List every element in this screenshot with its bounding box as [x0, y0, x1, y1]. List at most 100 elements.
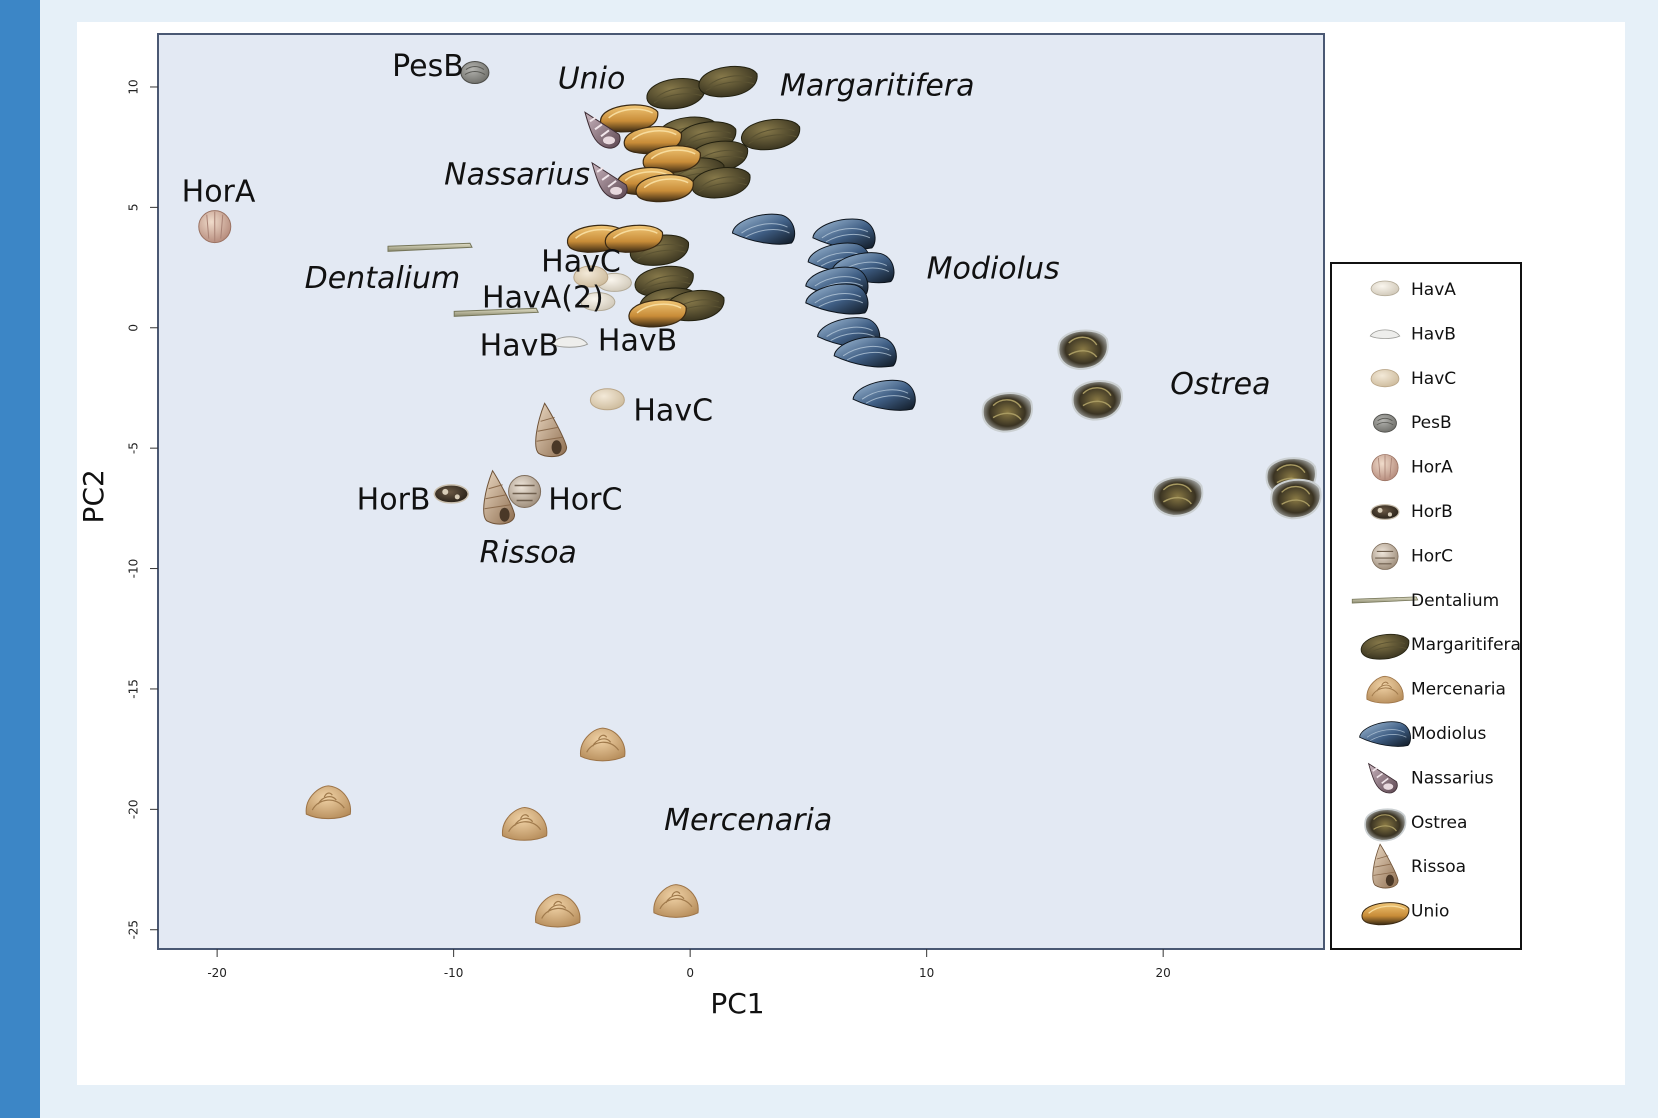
- pesb-shell-icon: [460, 61, 490, 85]
- figure-panel: 10 5 0 -5 -10 -15 -20 -25 -20 -10 0 10 20 PesB Unio M…: [77, 22, 1625, 1085]
- legend-entry: PesB: [1411, 413, 1452, 433]
- point-annotation: HorC: [548, 483, 622, 518]
- horb-shell-icon: [1370, 504, 1400, 520]
- point-annotation: HavA(2): [482, 280, 604, 315]
- margaritifera-shell-icon: [691, 167, 751, 199]
- legend-entry: Margaritifera: [1411, 635, 1521, 655]
- horc-shell-icon: [508, 475, 542, 508]
- mercenaria-shell-icon: [535, 893, 581, 928]
- point-annotation: HavC: [633, 394, 713, 429]
- hava-shell-icon: [1370, 280, 1400, 297]
- point-annotation: Dentalium: [305, 261, 461, 296]
- y-axis-title: PC2: [77, 469, 110, 523]
- pca-scatter-chart: 10 5 0 -5 -10 -15 -20 -25 -20 -10 0 10 20 PesB Unio M…: [77, 33, 1522, 1020]
- havb-shell-icon: [1369, 329, 1401, 339]
- point-annotation: HavB: [480, 329, 559, 364]
- nassarius-shell-icon: [1367, 762, 1398, 794]
- horb-shell-icon: [433, 484, 470, 504]
- point-annotation: Unio: [558, 61, 626, 96]
- y-tick-label: -10: [127, 559, 141, 579]
- margaritifera-shell-icon: [741, 119, 801, 151]
- x-axis-title: PC1: [710, 987, 764, 1020]
- legend-entry: HavA: [1411, 280, 1456, 300]
- havb-shell-icon: [550, 336, 589, 348]
- unio-shell-icon: [604, 224, 663, 253]
- mercenaria-shell-icon: [1366, 675, 1404, 704]
- point-annotation: Rissoa: [480, 536, 577, 571]
- legend-entry: Rissoa: [1411, 857, 1466, 877]
- legend-box: [1330, 262, 1522, 950]
- point-annotations: PesB Unio Margaritifera Nassarius HorA HavC Mo…: [182, 49, 1271, 838]
- y-tick-label: 10: [127, 79, 141, 94]
- point-annotation: HavB: [598, 324, 677, 359]
- unio-shell-icon: [635, 174, 694, 203]
- ostrea-shell-icon: [1057, 329, 1109, 371]
- rissoa-shell-icon: [483, 469, 516, 525]
- dentalium-shell-icon: [387, 242, 473, 252]
- unio-shell-icon: [1361, 902, 1410, 926]
- havc-shell-icon: [589, 388, 625, 411]
- hava-shell-icon: [580, 292, 616, 312]
- rissoa-shell-icon: [1372, 843, 1399, 889]
- modiolus-shell-icon: [1359, 721, 1411, 747]
- dentalium-shell-icon: [1351, 596, 1419, 604]
- legend-entry: Dentalium: [1411, 591, 1499, 611]
- legend-entry: HavB: [1411, 324, 1456, 344]
- legend-entry: HorC: [1411, 546, 1453, 566]
- mercenaria-shell-icon: [305, 785, 351, 820]
- unio-shell-icon: [628, 299, 687, 328]
- mercenaria-shell-icon: [580, 727, 626, 762]
- mercenaria-shell-icon: [502, 807, 548, 841]
- point-annotation: Margaritifera: [780, 68, 975, 103]
- legend-entry: Unio: [1411, 902, 1449, 922]
- margaritifera-shell-icon: [1360, 633, 1410, 660]
- x-tick-label: 20: [1156, 966, 1171, 980]
- pesb-shell-icon: [1373, 413, 1397, 433]
- hora-shell-icon: [198, 210, 232, 244]
- havc-shell-icon: [573, 265, 609, 288]
- legend-entry: HavC: [1411, 369, 1456, 389]
- x-tick-label: -10: [444, 966, 464, 980]
- x-tick-label: -20: [207, 966, 227, 980]
- unio-shell-icon: [642, 145, 701, 174]
- ostrea-shell-icon: [1270, 478, 1322, 520]
- mercenaria-shell-icon: [653, 884, 699, 918]
- y-tick-label: 5: [127, 204, 141, 212]
- horc-shell-icon: [1371, 542, 1399, 570]
- point-annotation: HorA: [182, 174, 256, 209]
- modiolus-shell-icon: [731, 213, 796, 245]
- point-annotation: Ostrea: [1170, 367, 1270, 402]
- point-annotation: Modiolus: [927, 251, 1060, 286]
- hora-shell-icon: [1371, 454, 1399, 482]
- y-tick-label: -15: [127, 679, 141, 699]
- point-annotation: Mercenaria: [664, 803, 832, 838]
- legend-entry: Modiolus: [1411, 724, 1486, 744]
- x-tick-label: 0: [686, 966, 694, 980]
- nassarius-shell-icon: [591, 161, 628, 200]
- y-tick-label: -5: [127, 442, 141, 454]
- x-axis-ticks: -20 -10 0 10 20: [207, 949, 1171, 980]
- data-points: [198, 61, 1322, 928]
- y-tick-label: 0: [127, 324, 141, 332]
- nassarius-shell-icon: [584, 111, 621, 149]
- legend: HavA HavB HavC PesB HorA HorB HorC Dentalium Mar…: [1330, 262, 1522, 950]
- modiolus-shell-icon: [852, 379, 916, 411]
- x-tick-label: 10: [919, 966, 934, 980]
- havc-shell-icon: [1370, 369, 1400, 388]
- legend-entry: Nassarius: [1411, 768, 1494, 788]
- rissoa-shell-icon: [535, 402, 568, 458]
- left-accent-bar: [0, 0, 40, 1118]
- modiolus-shell-icon: [805, 283, 869, 315]
- margaritifera-shell-icon: [646, 78, 706, 110]
- legend-entry: HorB: [1411, 502, 1453, 522]
- y-axis-ticks: 10 5 0 -5 -10 -15 -20 -25: [127, 79, 158, 940]
- legend-entry: HorA: [1411, 458, 1453, 478]
- y-tick-label: -20: [127, 800, 141, 820]
- ostrea-shell-icon: [981, 392, 1034, 433]
- legend-entry: Ostrea: [1411, 813, 1467, 833]
- point-annotation: Nassarius: [444, 158, 590, 193]
- y-tick-label: -25: [127, 920, 141, 940]
- point-annotation: HorB: [357, 483, 431, 518]
- ostrea-shell-icon: [1071, 380, 1123, 421]
- point-annotation: PesB: [392, 49, 464, 84]
